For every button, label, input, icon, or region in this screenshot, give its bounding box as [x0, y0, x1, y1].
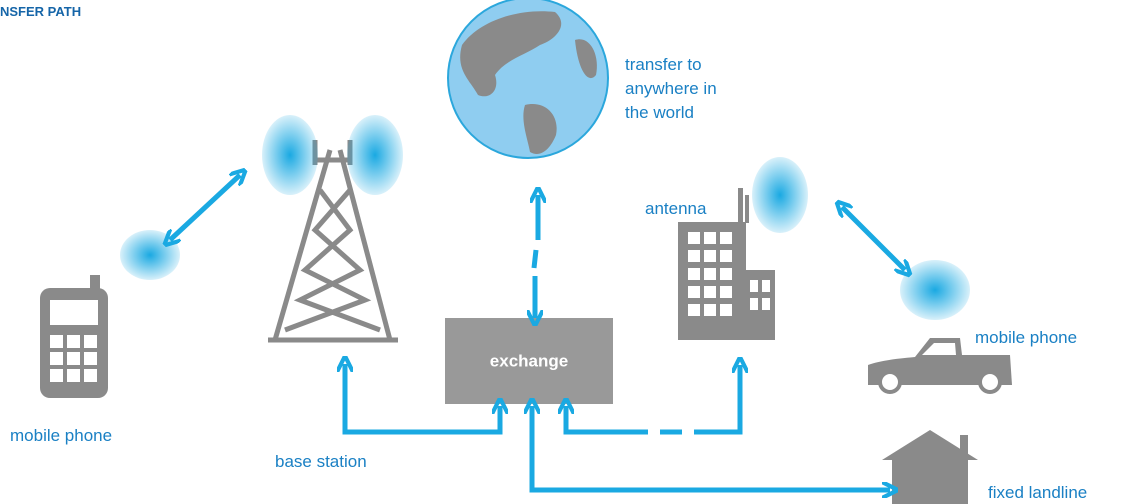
- label: anywhere in: [625, 79, 717, 98]
- signal: [900, 260, 970, 320]
- title: NSFER PATH: [0, 4, 81, 19]
- label: mobile phone: [10, 426, 112, 445]
- label: the world: [625, 103, 694, 122]
- signal: [752, 157, 808, 233]
- house: [882, 430, 978, 504]
- signal: [347, 115, 403, 195]
- signal: [262, 115, 318, 195]
- label: mobile phone: [975, 328, 1077, 347]
- label: base station: [275, 452, 367, 471]
- label: fixed landline: [988, 483, 1087, 502]
- phone-icon: [40, 275, 108, 398]
- label: transfer to: [625, 55, 702, 74]
- diagram: NSFER PATH transfer to anywhere in the w…: [0, 0, 1121, 504]
- label: exchange: [490, 351, 568, 370]
- globe: [448, 0, 608, 158]
- page: NSFER PATH transfer to anywhere in the w…: [0, 0, 1121, 504]
- label: antenna: [645, 199, 707, 218]
